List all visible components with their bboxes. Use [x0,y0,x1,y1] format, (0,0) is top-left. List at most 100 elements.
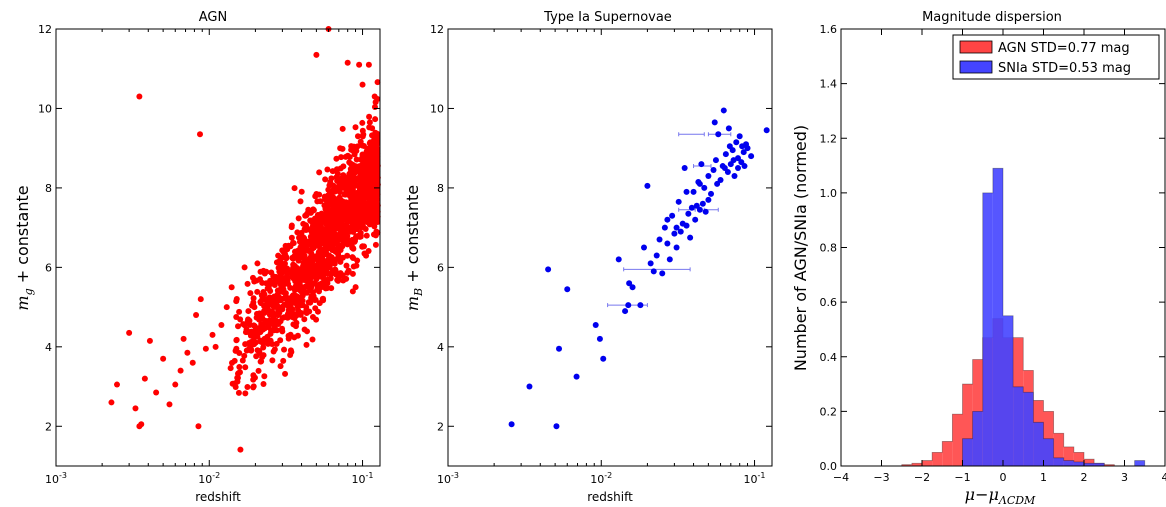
agn-point [252,339,259,346]
agn-point [286,269,293,276]
snia-point [629,284,636,291]
snia-point [715,131,722,138]
agn-point [374,171,381,178]
agn-point [339,180,346,187]
agn-point [341,191,348,198]
agn-point [335,277,342,284]
agn-point [239,357,246,364]
axes-frame [447,28,773,467]
snia-point [666,256,673,263]
agn-point [277,267,284,274]
agn-point [350,263,357,270]
agn-point [357,169,364,176]
x-tick-exponent: -2 [212,471,220,480]
snia-point [673,224,680,231]
agn-point [287,284,294,291]
agn-point [334,198,341,205]
agn-point [253,314,260,321]
agn-point [316,169,323,176]
agn-point [298,309,305,316]
agn-point [311,253,318,260]
agn-point [223,304,230,311]
agn-point [287,347,294,354]
agn-point [276,277,283,284]
snia-point [720,107,727,114]
hist-bar-snia [1023,392,1034,466]
agn-point [322,278,329,285]
x-tick-label: 10-2 [198,471,220,486]
agn-point [108,399,115,406]
agn-point [330,258,337,265]
agn-point [366,208,373,215]
agn-point [126,329,133,336]
y-tick-label: 4 [437,341,444,354]
agn-point [373,145,380,152]
agn-point [293,299,300,306]
agn-point [269,309,276,316]
agn-point [344,152,351,159]
agn-point [359,155,366,162]
agn-point [260,267,267,274]
agn-point [242,341,249,348]
agn-point [146,337,153,344]
x-ticks: 10-3 10-2 10-1 [45,29,374,486]
agn-point [374,158,381,165]
agn-point [322,216,329,223]
agn-point [236,349,243,356]
agn-point [312,296,319,303]
agn-point [268,327,275,334]
hist-bar-agn [942,441,953,466]
hist-bar-agn [911,463,922,466]
agn-point [281,301,288,308]
x-tick-label: −2 [914,471,930,484]
snia-point [711,119,718,126]
agn-point [282,290,289,297]
agn-point [347,160,354,167]
snia-point [671,230,678,237]
hist-bar-snia [992,168,1003,466]
y-tick-label: 2 [45,420,52,433]
hist-bar-agn [962,384,973,466]
agn-point [202,345,209,352]
agn-point [166,401,173,408]
plot-area-snia [508,107,770,430]
agn-point [307,259,314,266]
hist-bar-snia [1073,461,1084,466]
agn-point [372,241,379,248]
agn-point [254,260,261,267]
snia-point [644,182,651,189]
agn-point [337,165,344,172]
agn-point [329,168,336,175]
snia-point [692,216,699,223]
agn-point [275,252,282,259]
legend-swatch-agn [959,40,993,54]
snia-point [729,147,736,154]
x-tick-exponent: -1 [366,471,374,480]
legend: AGN STD=0.77 mag SNIa STD=0.53 mag [952,34,1160,80]
agn-point [254,327,261,334]
agn-point [344,182,351,189]
agn-point [298,188,305,195]
panel-title: Magnitude dispersion [922,10,1062,25]
agn-point [303,227,310,234]
agn-point [172,381,179,388]
agn-point [250,295,257,302]
agn-point [291,185,298,192]
agn-point [267,277,274,284]
agn-point [366,113,373,120]
agn-point [320,247,327,254]
agn-point [321,202,328,209]
snia-point [685,210,692,217]
snia-point [701,184,708,191]
agn-point [276,309,283,316]
snia-point [647,260,654,267]
x-tick-base: 10 [45,473,59,486]
agn-point [132,405,139,412]
agn-point [277,297,284,304]
hist-bar-snia [1134,460,1145,466]
agn-point [153,389,160,396]
agn-point [247,290,254,297]
agn-point [279,328,286,335]
agn-point [359,119,366,126]
agn-point [353,156,360,163]
